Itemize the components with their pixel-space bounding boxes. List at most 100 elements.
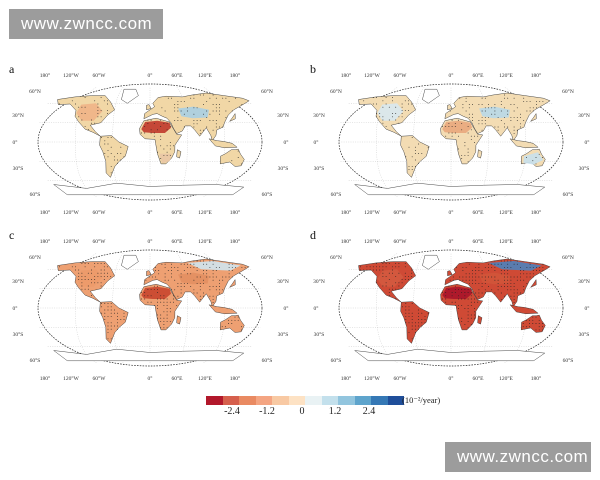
significance-dot (475, 266, 477, 268)
significance-dot (470, 298, 472, 300)
significance-dot (395, 298, 397, 300)
significance-dot (458, 288, 459, 290)
colorbar-tick-label: -1.2 (259, 406, 275, 417)
significance-dot (180, 282, 182, 284)
significance-dot (153, 304, 155, 306)
significance-dot (449, 110, 451, 112)
significance-dot (177, 107, 179, 109)
significance-dot (418, 319, 420, 321)
significance-dot (472, 276, 473, 278)
significance-dot (228, 273, 230, 275)
significance-dot (84, 263, 86, 265)
significance-dot (513, 126, 515, 128)
significance-dot (464, 154, 466, 156)
significance-dot (448, 122, 450, 124)
significance-dot (97, 116, 99, 118)
significance-dot (382, 269, 384, 271)
significance-dot (117, 162, 119, 164)
longitude-label-bottom: 60°E (472, 375, 484, 382)
significance-dot (507, 270, 509, 272)
significance-dot (212, 104, 214, 106)
significance-dot (100, 97, 102, 99)
trend-regions (76, 261, 241, 299)
latitude-label-left: 0° (314, 139, 319, 146)
significance-dot (203, 273, 204, 275)
significance-dot (520, 123, 521, 125)
significance-dot (110, 153, 112, 155)
significance-dot (488, 266, 489, 268)
significance-dot (507, 260, 509, 262)
significance-dot (532, 273, 534, 275)
significance-dot (418, 322, 420, 324)
significance-dot (376, 116, 377, 118)
significance-dot (203, 263, 204, 265)
significance-dot (484, 97, 486, 99)
significance-dot (520, 113, 521, 115)
significance-dot (107, 100, 108, 102)
significance-dot (523, 289, 525, 291)
significance-dot (163, 148, 165, 150)
significance-dot (225, 110, 227, 112)
significance-dot (183, 263, 185, 265)
significance-dots (363, 94, 544, 171)
significance-dot (71, 100, 73, 102)
significance-dot (174, 120, 176, 122)
significance-dot (478, 263, 480, 265)
significance-dot (475, 279, 477, 281)
significance-dot (123, 312, 125, 314)
significance-dot (91, 272, 92, 274)
significance-dot (538, 326, 540, 328)
significance-dot (520, 273, 521, 275)
significance-dot (510, 260, 512, 262)
significance-dot (183, 286, 185, 288)
significance-dot (408, 169, 410, 171)
significance-dot (103, 100, 105, 102)
significance-dot (404, 275, 406, 277)
significance-dot (414, 165, 416, 167)
significance-dot (376, 266, 377, 268)
significance-dot (84, 279, 86, 281)
significance-dot (231, 323, 233, 324)
significance-dot (529, 326, 531, 328)
significance-dot (244, 266, 246, 268)
significance-dot (100, 285, 102, 287)
significance-dot (110, 303, 112, 305)
latitude-label-right: 30°S (579, 165, 590, 172)
significance-dot (215, 97, 217, 99)
significance-dot (215, 276, 217, 278)
significance-dot (404, 272, 406, 274)
significance-dot (461, 317, 463, 319)
trend-regions (377, 103, 544, 165)
significance-dot (231, 270, 233, 272)
significance-dot (196, 270, 198, 272)
longitude-label-top: 60°E (472, 238, 484, 245)
latitude-label-right: 30°N (578, 112, 590, 119)
significance-dot (461, 292, 463, 294)
significance-dot (372, 103, 374, 105)
significance-dot (206, 110, 208, 112)
world-map: 180° 120°W 60°W 0° 60°E 120°E 180° 180° 120°W 60°… (12, 238, 289, 382)
significance-dot (379, 116, 381, 118)
significance-dot (404, 100, 406, 102)
significance-dot (497, 286, 499, 288)
significance-dot (176, 304, 178, 306)
significance-dot (382, 266, 384, 268)
significance-dot (160, 145, 162, 147)
significance-dot (241, 266, 243, 268)
significance-dot (193, 260, 195, 262)
significance-dot (103, 275, 105, 277)
significance-dot (166, 298, 168, 300)
significance-dot (474, 308, 475, 310)
significance-dot (206, 100, 208, 102)
longitude-label-bottom: 0° (148, 375, 153, 382)
significance-dot (452, 279, 454, 281)
significance-dot (411, 169, 413, 171)
significance-dot (212, 298, 214, 300)
longitude-label-top: 120°E (198, 238, 212, 245)
significance-dot (474, 317, 475, 319)
significance-dot (97, 106, 99, 108)
significance-dot (497, 126, 499, 128)
significance-dot (153, 122, 155, 124)
significance-dot (144, 132, 146, 134)
significance-dot (408, 165, 410, 167)
